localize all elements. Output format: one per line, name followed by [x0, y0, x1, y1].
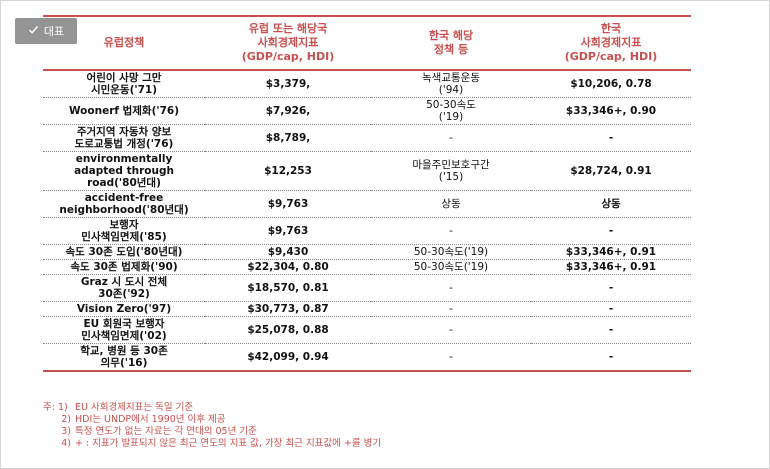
header-korea-policy: 한국 해당 정책 등: [428, 29, 474, 56]
table-row: environmentally adapted through road('80년대…: [43, 151, 691, 191]
cell-europe-policy: 어린이 사망 그만 시민운동('71): [43, 70, 205, 98]
cell-korea-policy: 50-30속도('19): [371, 244, 531, 260]
footnote-item: 3) 특정 연도가 없는 자료는 각 연대의 05년 기준: [43, 426, 723, 438]
footnote-text: EU 사회경제지표는 독일 기준: [75, 402, 194, 413]
cell-korea-indicators: -: [531, 301, 691, 317]
policy-comparison-table-wrapper: 유럽정책 유럽 또는 해당국 사회경제지표 (GDP/cap, HDI) 한국 해당…: [43, 15, 691, 372]
cell-korea-indicators: -: [531, 274, 691, 302]
cell-europe-indicators: $12,253: [205, 151, 371, 191]
cell-korea-indicators: -: [531, 217, 691, 245]
table-row: 어린이 사망 그만 시민운동('71) $3,379, 녹색교통운동 ('94) $10,…: [43, 70, 691, 98]
cell-europe-indicators: $9,763: [205, 217, 371, 245]
cell-europe-policy: EU 회원국 보행자 민사책임면제('02): [43, 316, 205, 344]
footnote-text: 특정 연도가 없는 자료는 각 연대의 05년 기준: [75, 426, 257, 437]
cell-korea-policy: 50-30속도('19): [371, 97, 531, 125]
footnote-marker: 3): [61, 426, 71, 437]
table-row: 속도 30존 법제화('90) $22,304, 0.80 50-30속도('19)…: [43, 259, 691, 275]
cell-europe-indicators: $3,379,: [205, 70, 371, 98]
cell-korea-policy: 50-30속도('19): [371, 259, 531, 275]
cell-korea-policy: -: [371, 217, 531, 245]
cell-korea-indicators: -: [531, 316, 691, 344]
footnote-text: + : 지표가 발표되지 않은 최근 연도의 지표 값, 가장 최근 지표값에 …: [75, 438, 382, 449]
table-row: 주거지역 자동차 양보 도로교통법 개정('76) $8,789, - -: [43, 124, 691, 152]
cell-korea-policy: -: [371, 301, 531, 317]
table-row: 보행자 민사책임면제('85) $9,763- -: [43, 217, 691, 245]
footnote-marker: 4): [61, 438, 71, 449]
cell-korea-policy: -: [371, 316, 531, 344]
cell-europe-policy: Vision Zero('97): [43, 301, 205, 317]
cell-europe-indicators: $8,789,: [205, 124, 371, 152]
cell-korea-indicators: -: [531, 124, 691, 152]
cell-korea-indicators: $10,206, 0.78: [531, 70, 691, 98]
header-europe-policy: 유럽정책: [103, 36, 145, 49]
cell-europe-policy: 주거지역 자동차 양보 도로교통법 개정('76): [43, 124, 205, 152]
footnote-marker: 주: 1): [43, 402, 68, 413]
cell-korea-policy: -: [371, 124, 531, 152]
cell-europe-indicators: $25,078, 0.88: [205, 316, 371, 344]
table-row: EU 회원국 보행자 민사책임면제('02) $25,078, 0.88- -: [43, 316, 691, 344]
table-row: 속도 30존 도입('80년대) $9,430 50-30속도('19) $33,34…: [43, 244, 691, 260]
cell-europe-indicators: $18,570, 0.81: [205, 274, 371, 302]
cell-korea-indicators: -: [531, 343, 691, 372]
header-korea-indicators: 한국 사회경제지표 (GDP/cap, HDI): [564, 22, 658, 63]
cell-korea-indicators: $33,346+, 0.90: [531, 97, 691, 125]
cell-europe-indicators: $30,773, 0.87: [205, 301, 371, 317]
cell-europe-policy: 속도 30존 도입('80년대): [43, 244, 205, 260]
cell-korea-indicators: $33,346+, 0.91: [531, 244, 691, 260]
cell-korea-policy: -: [371, 274, 531, 302]
cell-europe-indicators: $22,304, 0.80: [205, 259, 371, 275]
representative-badge[interactable]: 대표: [15, 18, 77, 44]
cell-korea-indicators: 상동: [531, 190, 691, 218]
footnote-item: 2) HDI는 UNDP에서 1990년 이후 제공: [43, 414, 723, 426]
cell-korea-indicators: $28,724, 0.91: [531, 151, 691, 191]
badge-label: 대표: [43, 25, 65, 38]
cell-europe-policy: Graz 시 도시 전체 30존('92): [43, 274, 205, 302]
cell-europe-indicators: $9,430: [205, 244, 371, 260]
cell-europe-indicators: $42,099, 0.94: [205, 343, 371, 372]
table-row: accident-free neighborhood('80년대) $9,763 상동…: [43, 190, 691, 218]
footnote-marker: 2): [61, 414, 71, 425]
cell-europe-policy: Woonerf 법제화('76): [43, 97, 205, 125]
footnote-item: 주: 1) EU 사회경제지표는 독일 기준: [43, 402, 723, 414]
table-row: Woonerf 법제화('76) $7,926, 50-30속도 ('19) $33,3…: [43, 97, 691, 125]
table-row: 학교, 병원 등 30존 의무('16) $42,099, 0.94- -: [43, 343, 691, 372]
cell-europe-indicators: $9,763: [205, 190, 371, 218]
cell-europe-policy: 속도 30존 법제화('90): [43, 259, 205, 275]
footnote-text: HDI는 UNDP에서 1990년 이후 제공: [75, 414, 226, 425]
cell-europe-indicators: $7,926,: [205, 97, 371, 125]
table-row: Graz 시 도시 전체 30존('92) $18,570, 0.81- -: [43, 274, 691, 302]
cell-korea-policy: 마을주민보호구간 ('15): [371, 151, 531, 191]
policy-comparison-table: 유럽정책 유럽 또는 해당국 사회경제지표 (GDP/cap, HDI) 한국 해당…: [43, 15, 691, 372]
table-row: Vision Zero('97) $30,773, 0.87- -: [43, 301, 691, 317]
cell-korea-policy: -: [371, 343, 531, 372]
cell-korea-policy: 녹색교통운동 ('94): [371, 70, 531, 98]
cell-europe-policy: 보행자 민사책임면제('85): [43, 217, 205, 245]
header-europe-indicators: 유럽 또는 해당국 사회경제지표 (GDP/cap, HDI): [241, 22, 335, 63]
cell-europe-policy: environmentally adapted through road('80년대…: [43, 151, 205, 191]
footnote-item: 4) + : 지표가 발표되지 않은 최근 연도의 지표 값, 가장 최근 지표값…: [43, 438, 723, 450]
cell-europe-policy: 학교, 병원 등 30존 의무('16): [43, 343, 205, 372]
cell-korea-policy: 상동: [371, 190, 531, 218]
table-header-row: 유럽정책 유럽 또는 해당국 사회경제지표 (GDP/cap, HDI) 한국 해당…: [43, 16, 691, 70]
cell-korea-indicators: $33,346+, 0.91: [531, 259, 691, 275]
footnotes: 주: 1) EU 사회경제지표는 독일 기준 2) HDI는 UNDP에서 1990년…: [43, 402, 723, 450]
check-icon: [28, 24, 39, 38]
cell-europe-policy: accident-free neighborhood('80년대): [43, 190, 205, 218]
